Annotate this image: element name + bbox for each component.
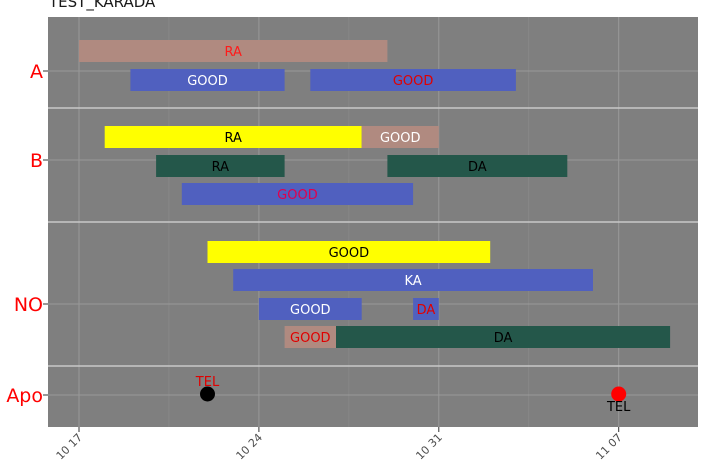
bar-good: [361, 126, 439, 148]
x-tick-label: 10 31: [413, 431, 444, 462]
bar-label: RA: [224, 45, 242, 60]
category-label-b: B: [30, 150, 43, 172]
category-label-no: NO: [14, 294, 43, 316]
chart-title: TEST_KARADA: [48, 0, 156, 12]
bar-label: RA: [212, 160, 230, 175]
bar-label: GOOD: [380, 131, 421, 146]
bar-good: [310, 69, 516, 91]
bar-label: DA: [494, 331, 513, 346]
x-tick-label: 11 07: [593, 431, 624, 462]
bar-good: [181, 183, 414, 205]
bar-label: GOOD: [187, 74, 228, 89]
bar-label: GOOD: [329, 246, 370, 261]
bar-label: KA: [404, 274, 421, 289]
bar-label: RA: [224, 131, 242, 146]
bar-ra: [79, 40, 388, 62]
bar-label: GOOD: [290, 331, 331, 346]
bar-label: GOOD: [290, 303, 331, 318]
bar-ka: [233, 269, 593, 291]
bar-good: [258, 298, 362, 320]
bar-label: DA: [468, 160, 487, 175]
bar-da: [387, 155, 568, 177]
x-tick-label: 10 24: [234, 431, 265, 462]
points-layer: TEL TEL: [195, 375, 631, 415]
bar-da: [413, 298, 439, 320]
bar-ra: [156, 155, 285, 177]
category-label-apo: Apo: [6, 385, 43, 407]
bar-da: [336, 326, 671, 348]
x-axis-ticks: 10 17 10 24 10 31 11 07: [54, 427, 625, 462]
y-axis-labels: A B NO Apo: [6, 61, 48, 407]
x-tick-label: 10 17: [54, 431, 85, 462]
bar-label: GOOD: [277, 188, 318, 203]
bar-good: [130, 69, 285, 91]
bars-layer: RA GOOD GOOD RA GOOD RA DA GOOD GOOD KA GOOD DA GOOD…: [79, 40, 671, 348]
bar-good: [284, 326, 336, 348]
category-label-a: A: [30, 61, 43, 83]
point-marker: [200, 386, 215, 402]
bar-label: GOOD: [393, 74, 434, 89]
bar-label: DA: [417, 303, 436, 318]
bar-ra: [104, 126, 362, 148]
point-label: TEL: [606, 400, 631, 415]
bar-good: [207, 241, 491, 263]
point-label: TEL: [195, 375, 220, 390]
point-marker: [611, 386, 627, 402]
